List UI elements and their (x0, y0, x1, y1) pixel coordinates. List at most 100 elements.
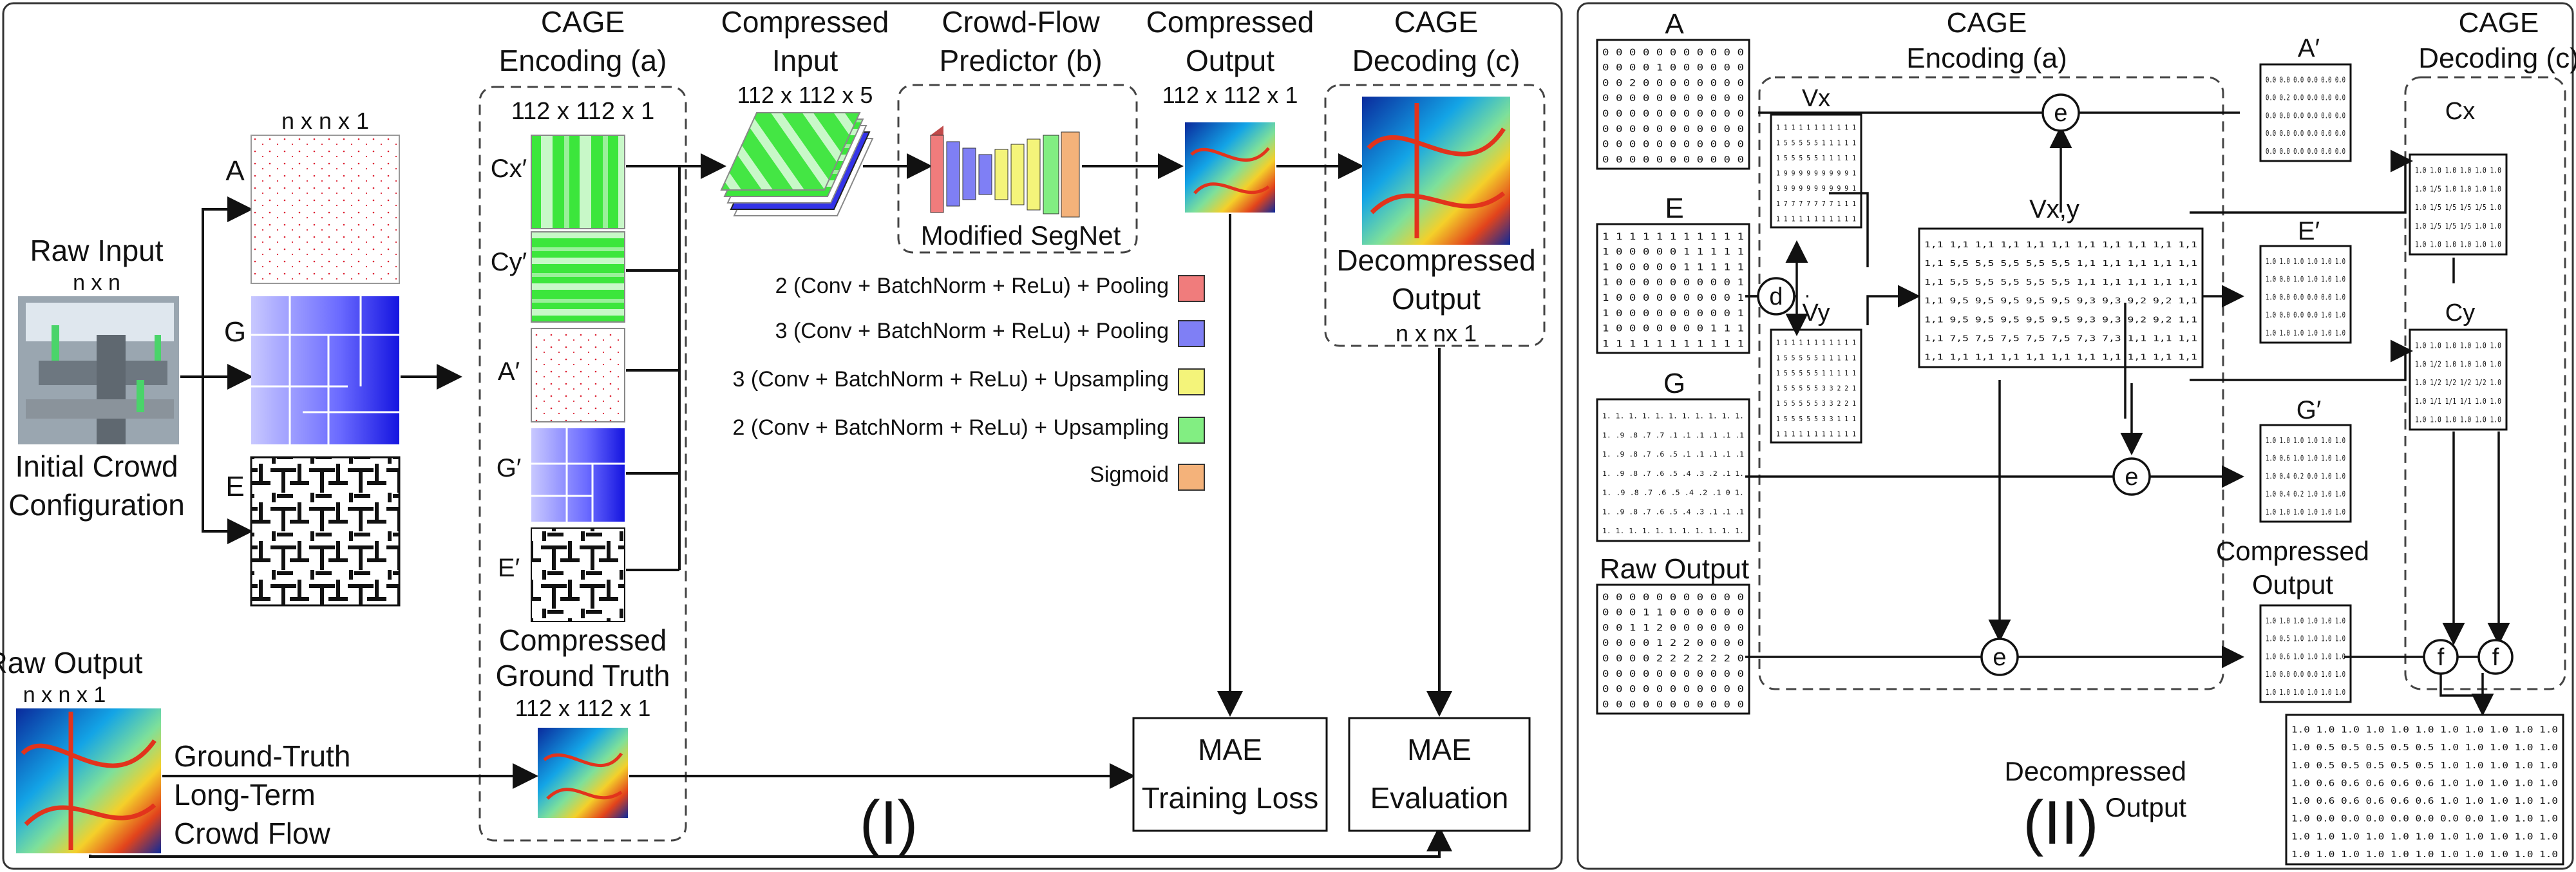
legend: 2 (Conv + BatchNorm + ReLu) + Pooling 3 … (733, 274, 1205, 491)
op-f-right-label: f (2492, 644, 2499, 671)
matrix-e-row: 1 1 1 1 1 1 1 1 1 1 1 (1602, 232, 1744, 242)
matrix-vx-row: 1 9 9 9 9 9 9 9 9 9 1 (1776, 169, 1856, 178)
mat-vx-label: Vx (1802, 85, 1830, 112)
cgt-dims: 112 x 112 x 1 (515, 695, 651, 721)
matrix-e-row: 1 1 1 1 1 1 1 1 1 1 1 (1602, 339, 1744, 349)
cinput-stack (720, 112, 874, 216)
r-encoding-line2: Encoding (a) (1906, 43, 2067, 74)
r-coutput-line2: Output (2252, 569, 2333, 600)
matrix-decompressed-row: 1.0 1.0 1.0 1.0 1.0 1.0 1.0 1.0 1.0 1.0 … (2291, 726, 2558, 735)
matrix-raw-output-row: 0 0 0 0 0 0 0 0 0 0 0 (1602, 699, 1744, 710)
matrix-g-prime-row: 1.0 1.0 1.0 1.0 1.0 1.0 (2266, 507, 2345, 517)
matrix-vy-row: 1 1 1 1 1 1 1 1 1 1 1 (1776, 430, 1856, 439)
op-f-left (2423, 639, 2459, 675)
r-decoding-group (2404, 76, 2566, 690)
decompressed-heatmap (1362, 97, 1510, 245)
mae-training-box (1132, 717, 1328, 832)
matrix-decompressed-row: 1.0 0.5 0.5 0.5 0.5 0.5 1.0 1.0 1.0 1.0 … (2291, 743, 2558, 753)
matrix-a-row: 0 0 0 0 1 0 0 0 0 0 0 (1602, 63, 1744, 73)
matrix-decompressed-box (2285, 714, 2564, 866)
r-decoding-line1: CAGE (2459, 7, 2539, 39)
matrix-cx: 1.0 1.0 1.0 1.0 1.0 1.0 1.0 1/5 1.0 1.0 1… (2409, 153, 2508, 256)
crowdflow-line1: Crowd-Flow (942, 5, 1100, 39)
matrix-a-row: 0 0 2 0 0 0 0 0 0 0 0 (1602, 78, 1744, 88)
r-encoding-group (1758, 76, 2224, 690)
matrix-e-prime-row: 1.0 1.0 1.0 1.0 1.0 1.0 (2266, 328, 2345, 337)
matrix-e-prime-row: 1.0 1.0 1.0 1.0 1.0 1.0 (2266, 257, 2345, 266)
grid-g (251, 296, 399, 444)
cinput-line1: Compressed (721, 5, 889, 39)
matrix-raw-output-row: 0 0 0 0 0 0 0 0 0 0 0 (1602, 685, 1744, 695)
matrix-vxy-row: 1,1 9,5 9,5 9,5 9,5 9,5 9,3 9,3 9,2 9,2 … (1924, 296, 2197, 305)
cage-decoding-group (1324, 84, 1546, 347)
enc-label-a: A′ (498, 357, 520, 386)
op-d (1757, 277, 1795, 316)
matrix-vxy-box (1918, 227, 2204, 368)
raw-input-dims: n x n (73, 270, 120, 295)
enc-a (531, 328, 625, 422)
decompressed-dims: n x nx 1 (1396, 320, 1477, 346)
matrix-vy-row: 1 5 5 5 5 5 3 3 1 1 1 (1776, 415, 1856, 423)
matrix-a-row: 0 0 0 0 0 0 0 0 0 0 0 (1602, 48, 1744, 58)
matrix-a-row: 0 0 0 0 0 0 0 0 0 0 0 (1602, 155, 1744, 165)
arrow-raw-to-mae-eval (89, 826, 1452, 858)
mat-eprime-label: E′ (2298, 217, 2320, 245)
matrix-g-row: 1. 1. 1. 1. 1. 1. 1. 1. 1. 1. 1. (1602, 527, 1744, 535)
cage-encoding-title1: CAGE (541, 5, 625, 39)
crowdflow-line2: Predictor (b) (939, 44, 1102, 77)
op-e-top (2041, 93, 2080, 132)
grid-label-g: G (224, 316, 246, 348)
matrix-a-prime-row: 0.0 0.2 0.0 0.0 0.0 0.0 (2266, 93, 2345, 102)
enc-label-cy: Cy′ (491, 248, 527, 276)
gt-text-1: Ground-Truth (174, 739, 350, 773)
initial-config-line2: Configuration (8, 488, 185, 522)
coutput-dims: 112 x 112 x 1 (1162, 82, 1298, 108)
matrix-e: 1 1 1 1 1 1 1 1 1 1 1 1 0 0 0 0 0 1 1 1 1… (1596, 223, 1750, 354)
enc-cx (531, 135, 625, 229)
initial-config-line1: Initial Crowd (15, 450, 178, 483)
op-d-label: d (1769, 283, 1783, 310)
matrix-vx-row: 1 1 1 1 1 1 1 1 1 1 1 (1776, 124, 1856, 132)
decompressed-line1: Decompressed (1336, 243, 1535, 277)
op-e-mid (2112, 457, 2151, 496)
matrix-vxy-row: 1,1 1,1 1,1 1,1 1,1 1,1 1,1 1,1 1,1 1,1 … (1924, 352, 2197, 361)
grid-e (250, 456, 401, 607)
legend-label-4: 2 (Conv + BatchNorm + ReLu) + Upsampling (733, 415, 1169, 440)
mat-vxy-label: Vx,y (2029, 195, 2079, 223)
matrix-vx-box (1770, 113, 1862, 229)
mae-training-line1: MAE (1198, 733, 1262, 766)
matrix-g-row: 1. 1. 1. 1. 1. 1. 1. 1. 1. 1. 1. (1602, 412, 1744, 421)
matrix-cy-row: 1.0 1/2 1.0 1.0 1.0 1.0 (2415, 359, 2501, 368)
matrix-raw-output-row: 0 0 0 0 0 0 0 0 0 0 0 (1602, 592, 1744, 603)
matrix-e-prime-row: 1.0 0.0 1.0 1.0 1.0 1.0 (2266, 275, 2345, 284)
matrix-e-row: 1 0 0 0 0 0 0 0 0 0 1 (1602, 278, 1744, 288)
matrix-a-prime-row: 0.0 0.0 0.0 0.0 0.0 0.0 (2266, 111, 2345, 120)
matrix-compressed-output-row: 1.0 0.5 1.0 1.0 1.0 1.0 (2266, 634, 2345, 643)
cinput-dims: 112 x 112 x 5 (737, 82, 873, 108)
matrix-vxy-row: 1,1 7,5 7,5 7,5 7,5 7,5 7,3 7,3 1,1 1,1 … (1924, 334, 2197, 343)
op-f-right (2477, 639, 2514, 675)
matrix-g-prime: 1.0 1.0 1.0 1.0 1.0 1.0 1.0 0.6 1.0 1.0 1… (2259, 424, 2352, 523)
matrix-cy: 1.0 1.0 1.0 1.0 1.0 1.0 1.0 1/2 1.0 1.0 1… (2409, 328, 2508, 431)
decompressed-line2: Output (1392, 282, 1481, 316)
matrix-a-prime: 0.0 0.0 0.0 0.0 0.0 0.0 0.0 0.2 0.0 0.0 0… (2259, 63, 2352, 162)
coutput-line2: Output (1186, 44, 1274, 77)
matrix-vx: 1 1 1 1 1 1 1 1 1 1 1 1 5 5 5 5 5 1 1 1 1… (1770, 113, 1862, 229)
matrix-e-row: 1 0 0 0 0 0 0 0 0 0 1 (1602, 308, 1744, 319)
cgt-line2: Ground Truth (495, 659, 670, 692)
matrix-vy-row: 1 1 1 1 1 1 1 1 1 1 1 (1776, 339, 1856, 347)
matrix-compressed-output-box (2259, 604, 2352, 703)
matrix-g-row: 1. .9 .8 .7 .6 .5 .1 .1 .1 .1 .1 (1602, 450, 1744, 459)
legend-swatch-2 (1178, 320, 1205, 347)
legend-label-5: Sigmoid (1090, 462, 1169, 487)
matrix-cy-row: 1.0 1/2 1/2 1/2 1/2 1.0 (2415, 378, 2501, 387)
matrix-g-row: 1. .9 .8 .7 .6 .5 .4 .2 .1 0 1. (1602, 489, 1744, 497)
matrix-vxy-row: 1,1 5,5 5,5 5,5 5,5 5,5 1,1 1,1 1,1 1,1 … (1924, 278, 2197, 287)
raw-input-title: Raw Input (30, 234, 163, 267)
matrix-vy-row: 1 5 5 5 5 5 3 3 2 2 1 (1776, 384, 1856, 393)
matrix-e-row: 1 0 0 0 0 0 0 0 0 0 1 (1602, 293, 1744, 303)
mae-evaluation-box (1348, 717, 1531, 832)
matrix-vy-box (1770, 328, 1862, 444)
matrix-vx-row: 1 5 5 5 5 5 1 1 1 1 1 (1776, 138, 1856, 147)
